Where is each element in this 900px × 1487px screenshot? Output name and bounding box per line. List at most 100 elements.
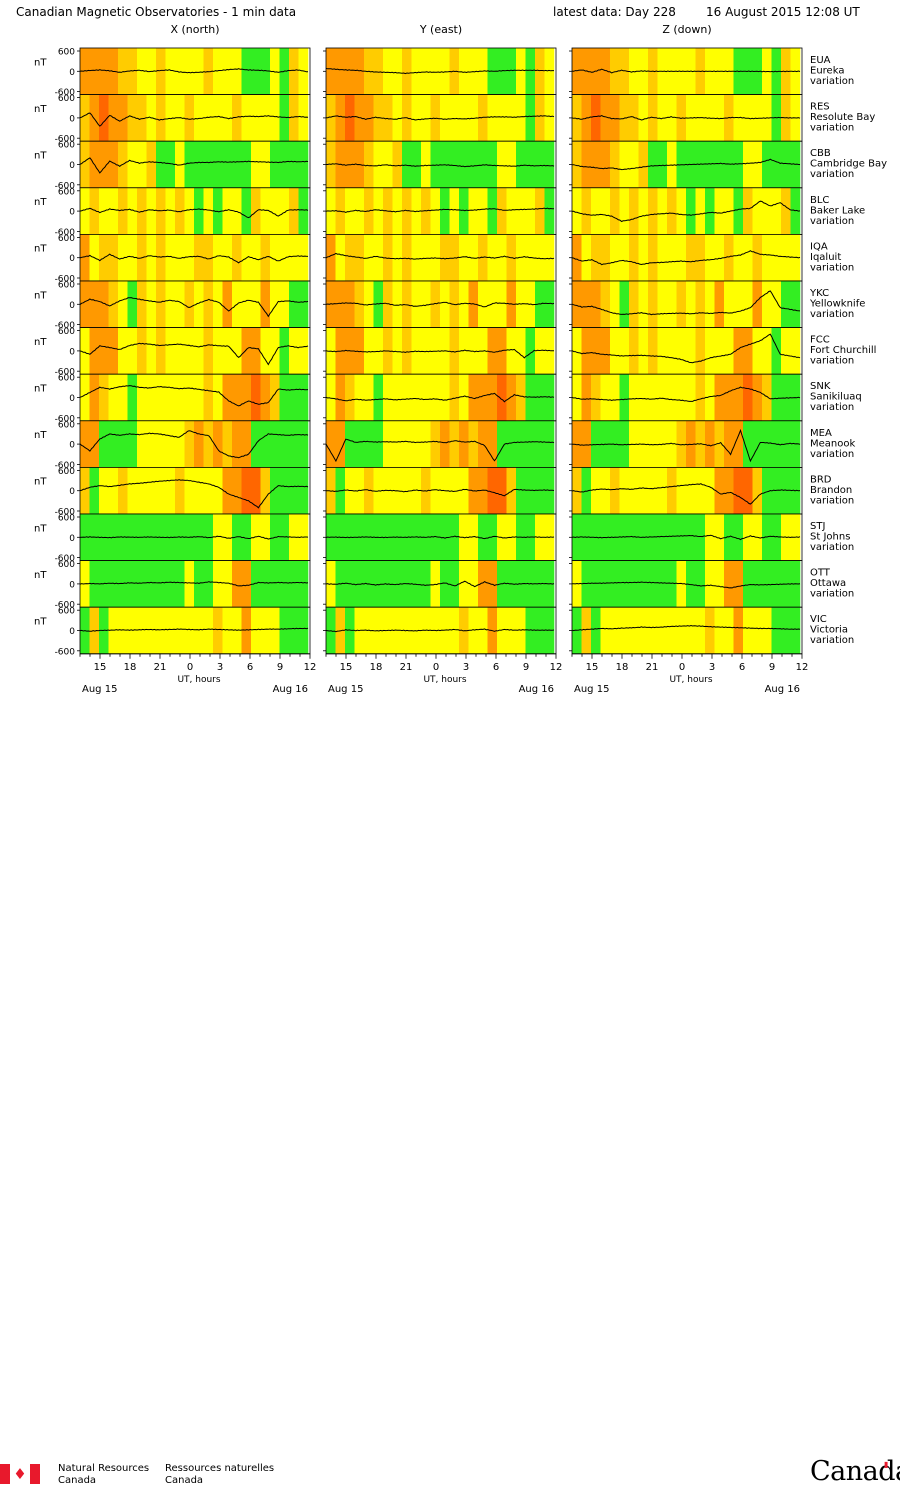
- activity-band: [724, 141, 734, 188]
- activity-band: [411, 467, 422, 514]
- activity-band: [591, 374, 601, 421]
- x-end-date: Aug 16: [519, 684, 554, 695]
- activity-band: [222, 560, 233, 608]
- activity-band: [591, 420, 601, 468]
- activity-band: [762, 234, 772, 281]
- activity-band: [743, 234, 753, 281]
- activity-band: [251, 141, 261, 188]
- series-trace: [571, 200, 801, 223]
- activity-band: [251, 234, 261, 281]
- activity-band: [449, 514, 460, 561]
- activity-band: [600, 94, 611, 142]
- activity-band: [657, 234, 668, 281]
- activity-band: [421, 48, 431, 95]
- series-trace: [571, 290, 801, 316]
- activity-band: [610, 94, 620, 142]
- activity-band: [270, 374, 280, 421]
- activity-band: [487, 281, 498, 328]
- y-tick-label: -600: [55, 228, 76, 238]
- activity-band: [430, 420, 441, 468]
- activity-band: [89, 467, 100, 514]
- activity-band: [251, 467, 261, 514]
- activity-band: [497, 374, 507, 421]
- activity-band: [544, 234, 555, 281]
- activity-band: [213, 48, 223, 95]
- activity-band: [440, 187, 450, 235]
- activity-band: [241, 187, 252, 235]
- station-code: YKC: [809, 288, 829, 299]
- station-name: Fort Churchill: [810, 345, 876, 356]
- activity-band: [165, 48, 176, 95]
- activity-band: [137, 94, 147, 142]
- activity-band: [175, 467, 185, 514]
- activity-band: [440, 234, 450, 281]
- activity-band: [175, 374, 185, 421]
- activity-band: [156, 420, 166, 468]
- activity-band: [459, 141, 469, 188]
- activity-band: [137, 141, 147, 188]
- x-end-date: Aug 16: [273, 684, 308, 695]
- activity-band: [762, 141, 772, 188]
- activity-band: [80, 374, 90, 421]
- station-name: Meanook: [810, 438, 855, 449]
- activity-band: [411, 48, 422, 95]
- activity-band: [743, 374, 753, 421]
- activity-band: [544, 94, 555, 142]
- activity-band: [591, 141, 601, 188]
- y-tick-label: 600: [58, 374, 75, 384]
- activity-band: [752, 420, 763, 468]
- activity-band: [222, 281, 233, 328]
- series-trace: [571, 115, 801, 121]
- activity-band: [222, 48, 233, 95]
- activity-band: [326, 48, 336, 95]
- activity-band: [449, 327, 460, 375]
- station-note: variation: [810, 309, 854, 320]
- activity-band: [279, 327, 290, 375]
- activity-band: [99, 467, 109, 514]
- activity-band: [251, 94, 261, 142]
- activity-band: [487, 327, 498, 375]
- activity-band: [298, 94, 309, 142]
- y-tick-label: 0: [69, 114, 75, 124]
- activity-band: [354, 327, 365, 375]
- y-tick-label: -600: [55, 414, 76, 424]
- y-tick-label: -600: [55, 181, 76, 191]
- activity-band: [146, 374, 157, 421]
- activity-band: [165, 560, 176, 608]
- activity-band: [165, 234, 176, 281]
- activity-band: [516, 48, 526, 95]
- activity-band: [487, 467, 498, 514]
- y-axis-label: nT: [34, 104, 47, 115]
- activity-band: [222, 467, 233, 514]
- activity-band: [638, 374, 649, 421]
- activity-band: [705, 467, 715, 514]
- series-trace: [572, 158, 801, 171]
- activity-band: [629, 281, 639, 328]
- activity-band: [118, 607, 128, 654]
- activity-band: [487, 420, 498, 468]
- activity-band: [733, 420, 744, 468]
- activity-band: [430, 514, 441, 561]
- activity-band: [695, 281, 706, 328]
- activity-band: [127, 327, 138, 375]
- activity-band: [525, 420, 536, 468]
- activity-band: [99, 420, 109, 468]
- activity-band: [762, 374, 772, 421]
- activity-band: [581, 141, 592, 188]
- activity-band: [600, 141, 611, 188]
- activity-band: [525, 48, 536, 95]
- activity-band: [99, 374, 109, 421]
- activity-band: [459, 467, 469, 514]
- activity-band: [213, 514, 223, 561]
- activity-band: [364, 374, 374, 421]
- activity-band: [118, 281, 128, 328]
- activity-band: [733, 234, 744, 281]
- activity-band: [516, 467, 526, 514]
- activity-band: [194, 141, 204, 188]
- y-tick-label: 600: [58, 420, 75, 430]
- activity-band: [194, 94, 204, 142]
- activity-band: [487, 187, 498, 235]
- x-tick-label: 3: [709, 662, 715, 673]
- activity-band: [600, 374, 611, 421]
